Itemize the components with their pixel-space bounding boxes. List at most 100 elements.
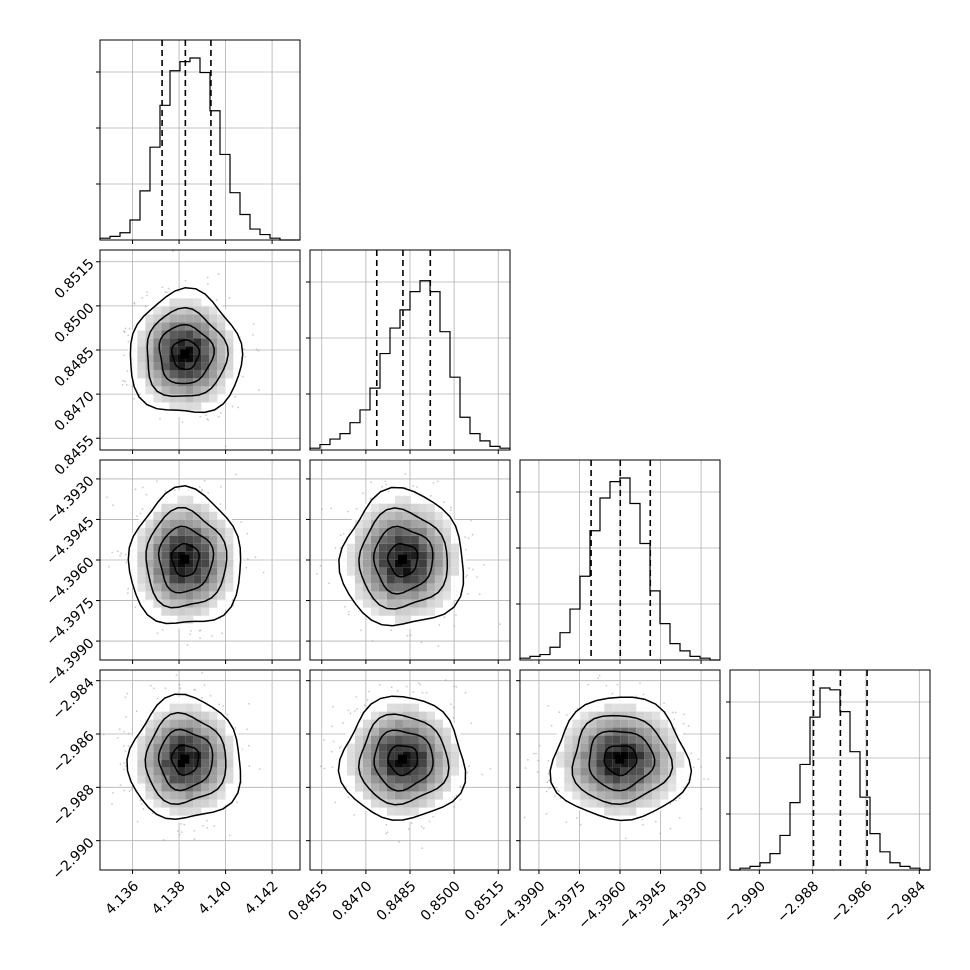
density-cell [161,719,170,728]
scatter-point [225,667,227,669]
scatter-point [464,536,466,538]
density-cell [177,386,186,395]
scatter-point [348,613,350,616]
x-tick-label: 4.136 [103,878,143,918]
density-cell [161,362,170,371]
scatter-point [193,829,196,832]
density-cell [410,535,419,544]
y-tick-label: −2.990 [50,835,98,883]
density-cell [434,519,443,528]
scatter-point [186,644,189,646]
scatter-point [436,480,439,483]
scatter-point [108,566,110,568]
density-cell [185,330,194,339]
density-cell [145,322,154,331]
density-cell [161,306,170,315]
density-cell [193,751,202,760]
density-cell [193,306,202,315]
density-cell [378,527,387,536]
density-cell [370,575,379,584]
density-cell [394,535,403,544]
density-cell [153,735,162,744]
panel-2-2 [516,459,721,664]
scatter-point [210,665,212,667]
scatter-point [437,645,440,647]
density-cell [209,575,218,584]
density-cell [442,575,451,584]
density-cell [225,346,234,355]
density-cell [386,511,395,520]
density-cell [145,527,154,536]
density-cell [153,791,162,800]
scatter-point [141,297,144,299]
density-cell [153,575,162,584]
scatter-point [117,737,119,739]
scatter-point [444,679,447,681]
scatter-point [105,496,108,499]
density-cell [137,527,146,536]
density-cell [153,759,162,768]
scatter-point [199,629,202,632]
scatter-point [417,682,420,684]
scatter-point [449,509,452,511]
density-cell [137,362,146,371]
density-cell [177,567,186,576]
density-cell [137,575,146,584]
density-cell [161,503,170,512]
scatter-point [398,840,401,843]
scatter-point [466,574,468,576]
density-cell [145,338,154,347]
scatter-point [164,291,167,293]
scatter-point [217,415,220,418]
density-cell [362,535,371,544]
scatter-point [213,825,216,827]
density-cell [185,362,194,371]
density-cell [434,543,443,552]
density-cell [378,599,387,608]
density-cell [354,583,363,592]
density-cell [177,298,186,307]
scatter-point [183,823,186,826]
density-cell [362,551,371,560]
density-cell [209,519,218,528]
density-cell [169,703,178,712]
scatter-point [416,486,418,488]
density-cell [137,767,146,776]
density-cell [362,599,371,608]
scatter-point [257,349,260,352]
density-cell [153,535,162,544]
density-cell [193,551,202,560]
density-cell [169,298,178,307]
density-cell [169,711,178,720]
scatter-point [438,624,441,626]
density-cell [185,503,194,512]
density-cell [185,743,194,752]
density-cell [161,711,170,720]
density-cell [169,543,178,552]
density-cell [177,495,186,504]
density-cell [161,567,170,576]
y-tick-label: 0.8455 [52,433,98,479]
density-grid [137,495,234,624]
scatter-point [347,611,350,613]
density-cell [217,751,226,760]
density-cell [402,599,411,608]
scatter-point [246,728,249,731]
scatter-point [321,508,323,510]
density-cell [217,559,226,568]
scatter-point [385,823,388,826]
density-cell [193,735,202,744]
density-cell [386,503,395,512]
density-cell [193,711,202,720]
density-cell [394,495,403,504]
density-cell [346,559,355,568]
y-tick-label: 0.8500 [52,300,98,346]
density-cell [370,503,379,512]
density-cell [201,751,210,760]
scatter-point [156,480,158,483]
scatter-point [370,481,373,484]
scatter-point [141,486,144,489]
scatter-point [175,674,178,676]
scatter-point [125,383,128,386]
density-cell [201,559,210,568]
